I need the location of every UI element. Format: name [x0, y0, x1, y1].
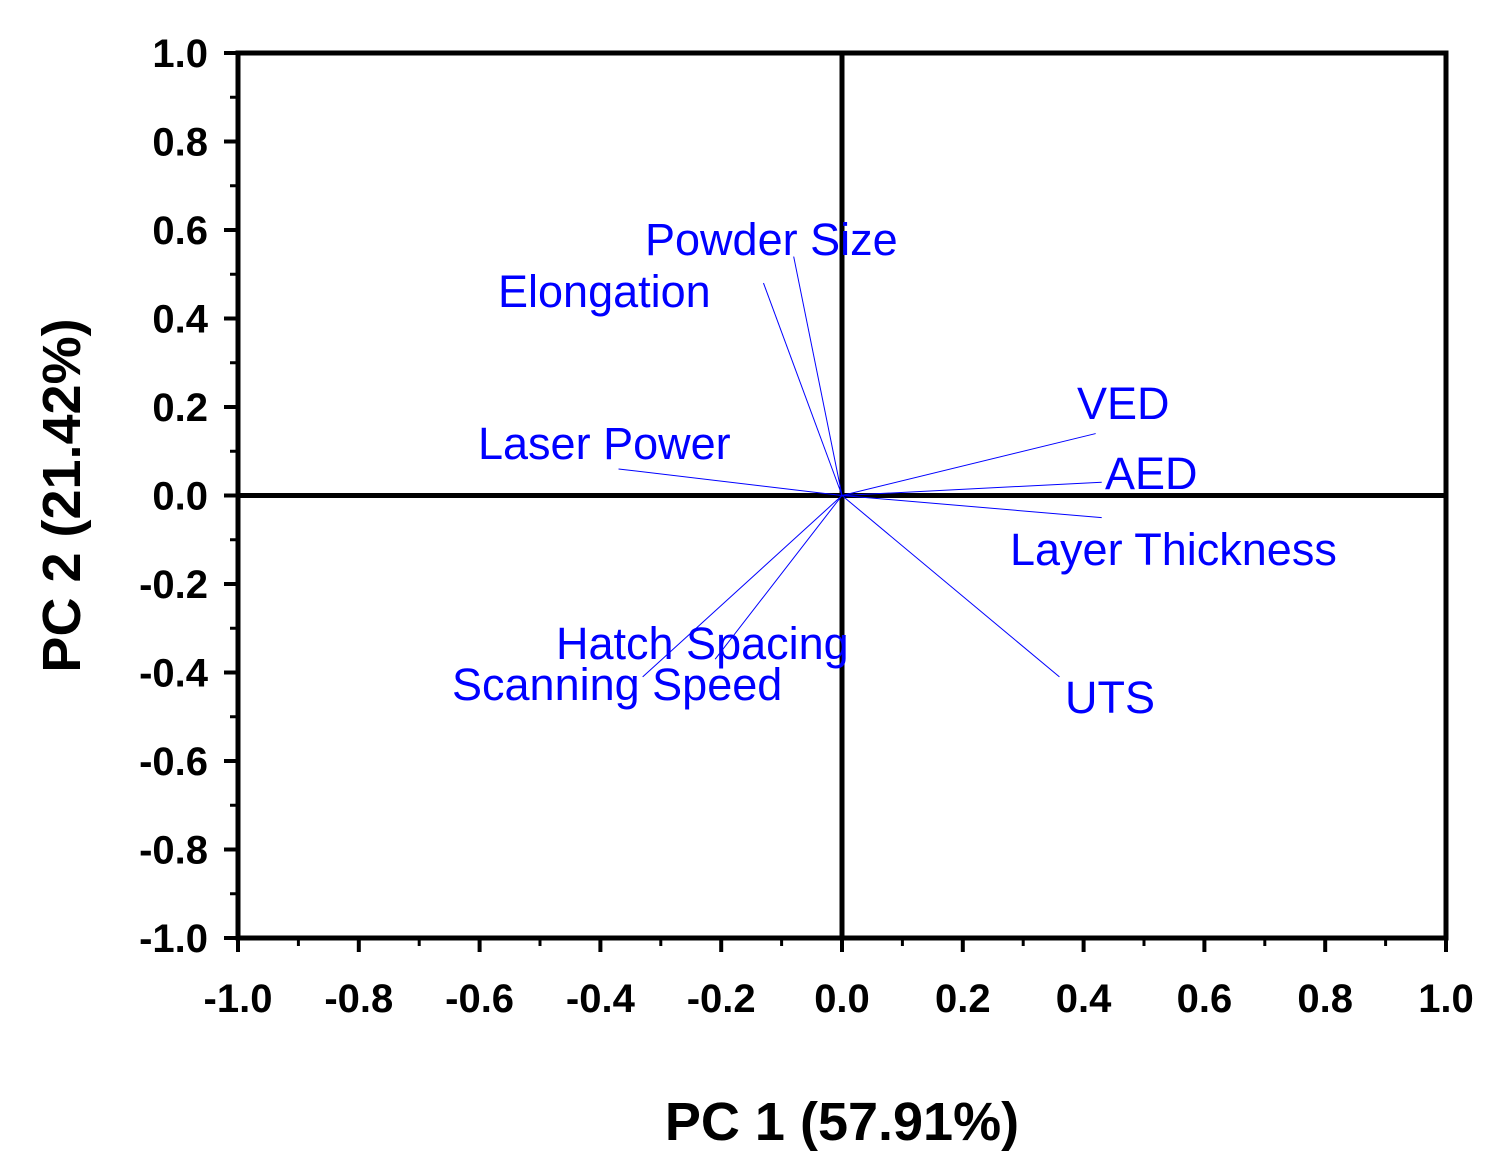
y-tick-label: 0.2 [152, 386, 208, 430]
y-tick-label: 0.8 [152, 121, 208, 165]
y-tick-label: -0.8 [139, 829, 208, 873]
axis-ticks: -1.0 -0.8 -0.6 -0.4 -0.2 0.0 0.2 0.4 0.6 0.8 1.0 1.… [139, 32, 1474, 1021]
loading-vector-elongation [763, 282, 843, 496]
y-tick-label: -0.4 [139, 652, 209, 696]
x-axis-title: PC 1 (57.91%) [665, 1092, 1019, 1152]
loading-label-layer-thickness: Layer Thickness [1010, 524, 1337, 575]
y-tick-label: -0.6 [139, 740, 208, 784]
x-tick-label: 1.0 [1418, 977, 1474, 1021]
plot-frame [235, 50, 1449, 941]
loading-label-elongation: Elongation [498, 266, 711, 317]
y-tick-label: -0.2 [139, 563, 208, 607]
y-tick-label: 0.0 [152, 475, 208, 519]
y-tick-label: 0.6 [152, 209, 208, 253]
x-tick-label: -0.2 [687, 977, 756, 1021]
loading-label-laser-power: Laser Power [478, 418, 731, 469]
loading-vector-ved [841, 433, 1096, 496]
loading-vector-scanning-speed [642, 495, 843, 678]
y-axis-title: PC 2 (21.42%) [32, 318, 92, 672]
loading-vector-aed [841, 481, 1102, 496]
y-tick-label: 0.4 [152, 298, 208, 342]
loading-vector-hatch-spacing [714, 495, 843, 660]
loading-label-ved: VED [1077, 378, 1170, 429]
loading-vectors [618, 256, 1102, 678]
x-tick-label: -1.0 [204, 977, 273, 1021]
x-tick-label: 0.4 [1056, 977, 1112, 1021]
y-tick-label: 1.0 [152, 32, 208, 76]
loading-vector-uts [841, 495, 1060, 678]
loading-label-aed: AED [1105, 448, 1198, 499]
loading-label-hatch-spacing: Hatch Spacing [556, 618, 849, 669]
x-tick-label: 0.0 [814, 977, 870, 1021]
x-tick-label: 0.6 [1177, 977, 1233, 1021]
y-tick-label: -1.0 [139, 917, 208, 961]
x-tick-label: -0.8 [324, 977, 393, 1021]
loading-vector-laser-power [618, 468, 843, 496]
loading-vector-layer-thickness [841, 495, 1102, 519]
loading-label-powder-size: Powder Size [645, 214, 898, 265]
x-tick-label: -0.4 [566, 977, 636, 1021]
x-tick-label: -0.6 [445, 977, 514, 1021]
loading-label-scanning-speed: Scanning Speed [452, 659, 782, 710]
loading-label-uts: UTS [1065, 672, 1155, 723]
loading-vector-powder-size [793, 256, 843, 496]
x-tick-label: 0.8 [1297, 977, 1353, 1021]
x-tick-label: 0.2 [935, 977, 991, 1021]
